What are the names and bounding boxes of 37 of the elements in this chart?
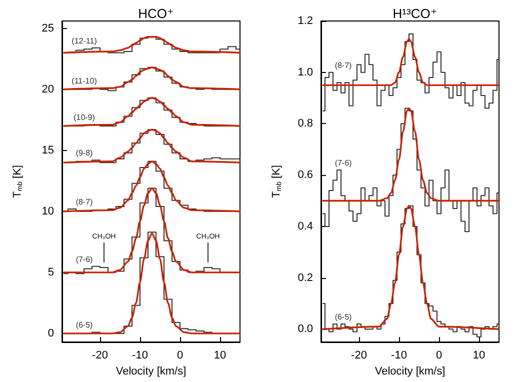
line-series (322, 38, 500, 86)
series-label: (7-6) (334, 158, 352, 168)
series-label: (10-9) (74, 113, 96, 122)
series-label: (6-5) (76, 320, 94, 330)
x-tick-label: 0 (436, 350, 442, 362)
x-tick-label: 10 (472, 350, 486, 362)
x-tick-label: 0 (176, 350, 184, 362)
y-tick-label: 0.6 (298, 169, 313, 182)
y-tick-label: 15 (42, 144, 54, 156)
series-label: (7-6) (76, 254, 94, 264)
y-tick-label: 0.0 (298, 323, 313, 336)
y-tick-label: 0.2 (298, 272, 313, 284)
series-label: (8-7) (76, 197, 94, 206)
series-label: (6-5) (334, 312, 352, 322)
x-axis-title: Velocity [km/s] (374, 365, 446, 378)
line-series (322, 107, 500, 202)
x-tick-label: -10 (391, 350, 407, 362)
chart-title: HCO⁺ (138, 6, 174, 21)
y-tick-label: 1.0 (298, 66, 313, 78)
y-tick-label: 25 (42, 22, 54, 34)
y-tick-label: 10 (42, 205, 54, 218)
x-tick-label: 10 (214, 350, 226, 362)
x-axis-title: Velocity [km/s] (116, 365, 186, 378)
series-label: (12-11) (72, 36, 98, 46)
chart-title: H¹³CO⁺ (392, 6, 438, 21)
y-tick-label: 20 (42, 83, 54, 96)
y-tick-label: 5 (48, 266, 54, 278)
y-tick-label: 0.4 (298, 220, 313, 232)
y-tick-label: 0.8 (298, 118, 313, 130)
x-tick-label: -20 (92, 350, 108, 362)
series-label: (11-10) (72, 76, 98, 86)
series-label: (9-8) (76, 148, 94, 158)
series-label: (8-7) (334, 60, 352, 70)
y-tick-label: 0 (48, 327, 54, 340)
x-tick-label: -10 (132, 350, 148, 362)
x-tick-label: -20 (351, 350, 367, 362)
y-tick-label: 1.2 (298, 15, 313, 27)
